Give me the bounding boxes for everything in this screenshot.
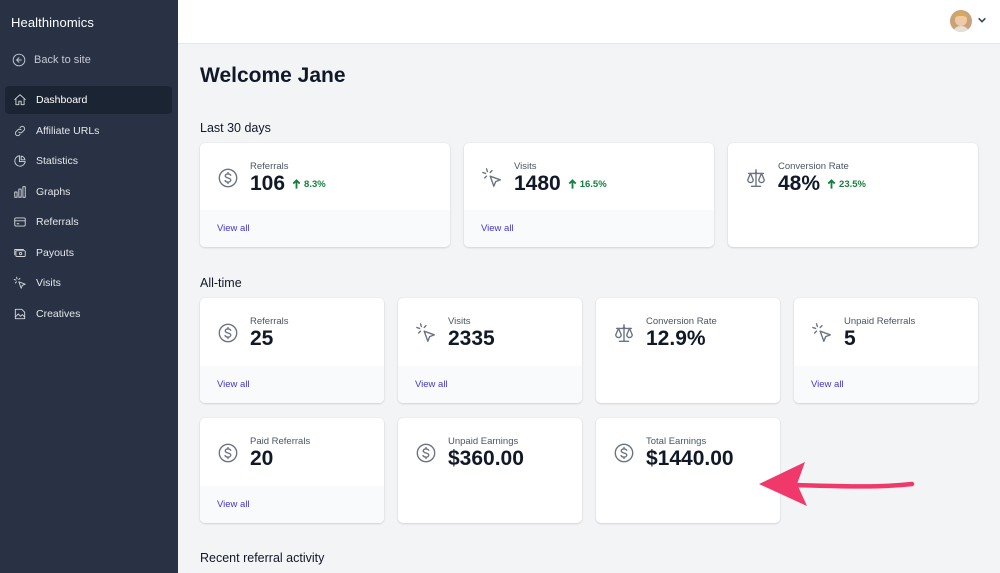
stat-change: 23.5% bbox=[826, 179, 866, 190]
dollar-circle-icon bbox=[217, 167, 239, 189]
stat-label: Referrals bbox=[250, 161, 289, 172]
pie-chart-icon bbox=[12, 154, 27, 169]
view-all-link[interactable]: View all bbox=[481, 223, 514, 234]
section-heading-recent-activity: Recent referral activity bbox=[200, 551, 325, 565]
stat-card-visits-30d: Visits 1480 16.5% View all bbox=[464, 143, 714, 247]
bar-chart-icon bbox=[12, 184, 27, 199]
stat-change-value: 8.3% bbox=[304, 179, 326, 190]
sidebar-item-label: Creatives bbox=[36, 307, 81, 320]
back-to-site-label: Back to site bbox=[34, 53, 91, 66]
stat-value: 20 bbox=[250, 447, 274, 470]
stat-value: 2335 bbox=[448, 327, 495, 350]
view-all-link[interactable]: View all bbox=[415, 379, 448, 390]
cursor-click-icon bbox=[12, 276, 27, 291]
stat-value: 106 bbox=[250, 172, 286, 195]
section-heading-all-time: All-time bbox=[200, 276, 242, 290]
dollar-circle-icon bbox=[217, 442, 239, 464]
sidebar-item-label: Visits bbox=[36, 277, 61, 289]
arrow-up-icon bbox=[292, 179, 301, 189]
user-menu-button[interactable] bbox=[950, 10, 987, 32]
back-to-site-link[interactable]: Back to site bbox=[11, 52, 91, 67]
stat-label: Conversion Rate bbox=[646, 316, 717, 327]
stat-label: Unpaid Referrals bbox=[844, 316, 916, 327]
arrow-left-circle-icon bbox=[11, 52, 26, 67]
stat-card-paid-referrals: Paid Referrals 20 View all bbox=[200, 418, 384, 523]
page-title: Welcome Jane bbox=[200, 64, 346, 87]
sidebar-item-label: Dashboard bbox=[36, 94, 88, 106]
sidebar-item-graphs[interactable]: Graphs bbox=[5, 178, 172, 206]
stat-change: 16.5% bbox=[567, 179, 607, 190]
chevron-down-icon bbox=[977, 12, 987, 30]
stat-card-total-earnings: Total Earnings $1440.00 bbox=[596, 418, 780, 523]
stat-change: 8.3% bbox=[291, 179, 326, 190]
stat-card-referrals-all: Referrals 25 View all bbox=[200, 298, 384, 403]
stat-value: $360.00 bbox=[448, 447, 524, 470]
sidebar-item-statistics[interactable]: Statistics bbox=[5, 147, 172, 175]
sidebar-item-visits[interactable]: Visits bbox=[5, 269, 172, 297]
arrow-up-icon bbox=[568, 179, 577, 189]
sidebar-item-label: Statistics bbox=[36, 155, 79, 167]
stat-label: Conversion Rate bbox=[778, 161, 849, 172]
scale-icon bbox=[613, 322, 635, 344]
stat-card-conversion-30d: Conversion Rate 48% 23.5% bbox=[728, 143, 978, 247]
sidebar-item-label: Graphs bbox=[36, 185, 71, 198]
stat-label: Paid Referrals bbox=[250, 436, 311, 447]
stat-card-visits-all: Visits 2335 View all bbox=[398, 298, 582, 403]
user-avatar bbox=[950, 10, 972, 32]
stat-value: 1480 bbox=[514, 172, 561, 195]
dollar-circle-icon bbox=[217, 322, 239, 344]
brand-name[interactable]: Healthinomics bbox=[11, 15, 94, 30]
sidebar-item-label: Referrals bbox=[36, 216, 79, 228]
annotation-arrow-icon bbox=[759, 462, 915, 506]
stat-card-unpaid-referrals: Unpaid Referrals 5 View all bbox=[794, 298, 978, 403]
cursor-click-icon bbox=[481, 167, 503, 189]
stat-change-value: 16.5% bbox=[579, 179, 607, 190]
image-icon bbox=[12, 306, 27, 321]
stat-change-value: 23.5% bbox=[839, 179, 866, 190]
stat-value: 5 bbox=[844, 327, 856, 350]
sidebar-nav: Dashboard Affiliate URLs Statistics Grap… bbox=[5, 86, 172, 330]
link-icon bbox=[12, 123, 27, 138]
stat-label: Visits bbox=[448, 316, 471, 327]
sidebar: Healthinomics Back to site Dashboard Aff… bbox=[0, 0, 178, 573]
stat-label: Visits bbox=[514, 161, 537, 172]
arrow-up-icon bbox=[827, 179, 836, 189]
sidebar-item-creatives[interactable]: Creatives bbox=[5, 300, 172, 328]
scale-icon bbox=[745, 167, 767, 189]
sidebar-item-affiliate-urls[interactable]: Affiliate URLs bbox=[5, 117, 172, 145]
section-heading-last-30-days: Last 30 days bbox=[200, 121, 271, 135]
stat-label: Referrals bbox=[250, 316, 289, 327]
dollar-circle-icon bbox=[613, 442, 635, 464]
stat-card-conversion-all: Conversion Rate 12.9% bbox=[596, 298, 780, 403]
cash-icon bbox=[12, 245, 27, 260]
sidebar-item-label: Affiliate URLs bbox=[36, 124, 100, 137]
cursor-click-icon bbox=[415, 322, 437, 344]
stat-value: 25 bbox=[250, 327, 274, 350]
sidebar-item-dashboard[interactable]: Dashboard bbox=[5, 86, 172, 114]
stat-value: 48% bbox=[778, 172, 821, 195]
view-all-link[interactable]: View all bbox=[811, 379, 844, 390]
sidebar-item-label: Payouts bbox=[36, 246, 74, 259]
credit-card-icon bbox=[12, 215, 27, 230]
stat-value: 12.9% bbox=[646, 327, 706, 350]
stat-label: Total Earnings bbox=[646, 436, 707, 447]
view-all-link[interactable]: View all bbox=[217, 499, 250, 510]
stat-card-unpaid-earnings: Unpaid Earnings $360.00 bbox=[398, 418, 582, 523]
stat-value: $1440.00 bbox=[646, 447, 734, 470]
stat-label: Unpaid Earnings bbox=[448, 436, 519, 447]
sidebar-item-payouts[interactable]: Payouts bbox=[5, 239, 172, 267]
view-all-link[interactable]: View all bbox=[217, 223, 250, 234]
cursor-click-icon bbox=[811, 322, 833, 344]
top-bar bbox=[178, 0, 1000, 44]
view-all-link[interactable]: View all bbox=[217, 379, 250, 390]
sidebar-item-referrals[interactable]: Referrals bbox=[5, 208, 172, 236]
dollar-circle-icon bbox=[415, 442, 437, 464]
home-icon bbox=[12, 93, 27, 108]
stat-card-referrals-30d: Referrals 106 8.3% View all bbox=[200, 143, 450, 247]
